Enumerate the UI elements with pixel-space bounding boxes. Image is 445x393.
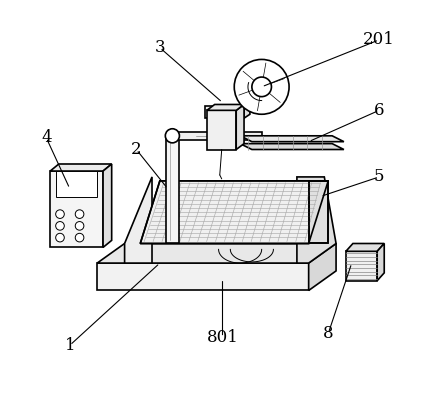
Text: 2: 2 <box>131 141 142 158</box>
Polygon shape <box>207 105 244 110</box>
Polygon shape <box>140 181 328 244</box>
Polygon shape <box>240 143 344 149</box>
Polygon shape <box>103 164 112 248</box>
Polygon shape <box>377 244 384 281</box>
Circle shape <box>234 59 289 114</box>
Polygon shape <box>346 252 377 281</box>
Text: 4: 4 <box>41 129 52 146</box>
Text: 8: 8 <box>323 325 334 342</box>
Polygon shape <box>56 171 97 196</box>
Text: 1: 1 <box>65 337 75 354</box>
Polygon shape <box>297 177 336 263</box>
Polygon shape <box>50 164 112 171</box>
Polygon shape <box>172 132 262 140</box>
Text: 201: 201 <box>363 31 395 48</box>
Circle shape <box>252 77 271 97</box>
Circle shape <box>56 233 64 242</box>
Polygon shape <box>97 263 309 290</box>
Polygon shape <box>244 103 250 118</box>
Circle shape <box>56 210 64 219</box>
Polygon shape <box>309 181 328 244</box>
Polygon shape <box>125 177 152 263</box>
Text: 5: 5 <box>374 169 384 185</box>
Polygon shape <box>346 244 384 252</box>
Polygon shape <box>50 171 103 248</box>
Polygon shape <box>309 244 336 290</box>
Polygon shape <box>166 134 179 244</box>
Polygon shape <box>97 244 336 263</box>
Circle shape <box>166 129 179 143</box>
Text: 3: 3 <box>154 39 165 56</box>
Polygon shape <box>236 105 244 149</box>
Circle shape <box>75 210 84 219</box>
Circle shape <box>75 222 84 230</box>
Polygon shape <box>205 107 244 118</box>
Polygon shape <box>207 110 236 149</box>
Circle shape <box>56 222 64 230</box>
Circle shape <box>75 233 84 242</box>
Polygon shape <box>240 136 344 141</box>
Text: 6: 6 <box>374 102 384 119</box>
Text: 801: 801 <box>206 329 239 346</box>
